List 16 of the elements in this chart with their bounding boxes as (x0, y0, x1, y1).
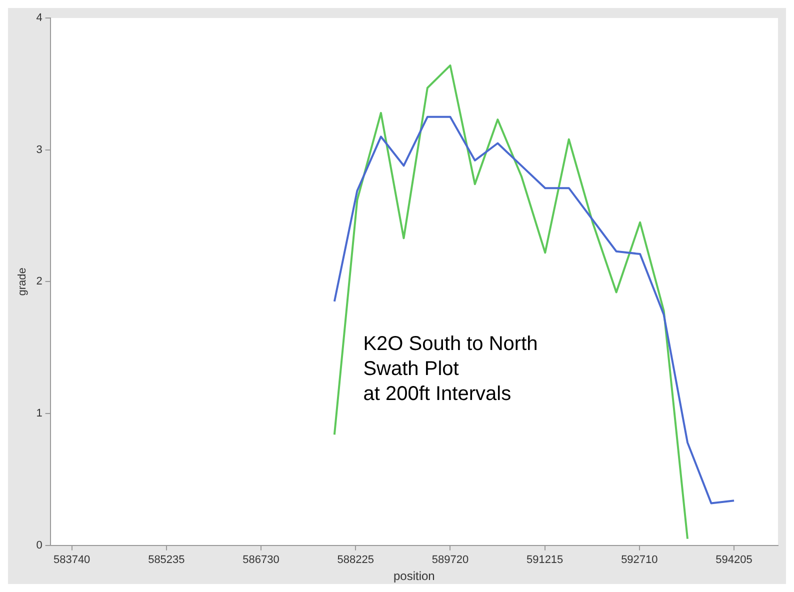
x-tick-label: 585235 (148, 554, 185, 566)
x-tick-label: 583740 (53, 554, 90, 566)
x-tick-label: 589720 (432, 554, 469, 566)
x-tick-label: 586730 (242, 554, 280, 566)
x-tick-label: 588225 (337, 554, 374, 566)
y-tick-label: 1 (36, 408, 42, 420)
y-tick-label: 3 (36, 144, 42, 156)
y-tick-label: 4 (36, 12, 42, 24)
y-axis-title: grade (16, 268, 29, 296)
x-tick-label: 594205 (716, 554, 752, 566)
x-tick-label: 591215 (526, 554, 564, 566)
x-tick-label: 592710 (621, 554, 658, 566)
y-tick-label: 2 (36, 276, 42, 288)
y-tick-label: 0 (36, 539, 42, 552)
x-axis-title: position (393, 569, 435, 584)
annotation: K2O South to North Swath Plot at 200ft Intervals (363, 332, 538, 405)
